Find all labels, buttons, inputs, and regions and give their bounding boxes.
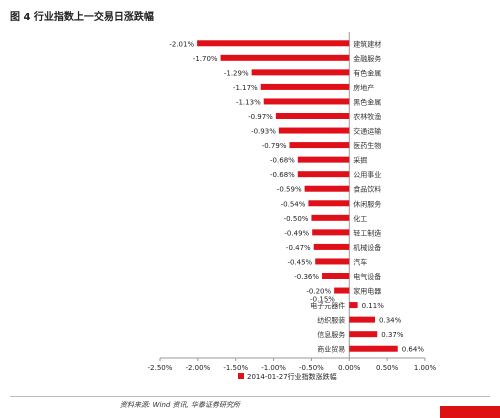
source-note: 资料来源: Wind 资讯, 华泰证券研究所 — [120, 401, 241, 409]
bar — [312, 229, 350, 236]
category-label: 汽车 — [353, 257, 367, 266]
corner-accent-bar — [440, 406, 500, 418]
data-label: -0.68% — [270, 157, 295, 165]
category-label: 休闲服务 — [353, 199, 381, 208]
category-label: 采掘 — [353, 156, 367, 165]
category-label: 信息服务 — [317, 330, 345, 339]
x-tick-label: 0.00% — [338, 364, 361, 372]
bar — [349, 316, 376, 323]
bar — [278, 127, 350, 134]
data-label: -1.13% — [236, 98, 261, 106]
bar — [289, 142, 350, 149]
x-tick-label: 0.50% — [376, 364, 399, 372]
category-label: 房地产 — [353, 83, 374, 92]
bar — [220, 54, 350, 61]
data-label: -0.20% — [306, 288, 331, 296]
data-label: -0.79% — [262, 142, 287, 150]
x-tick-label: -2.50% — [148, 364, 173, 372]
bar — [315, 258, 350, 265]
data-label: 0.64% — [402, 346, 425, 354]
data-label: -1.17% — [233, 84, 258, 92]
x-tick-label: 1.00% — [414, 364, 437, 372]
data-label: 0.34% — [379, 317, 402, 325]
data-label: -0.50% — [284, 215, 309, 223]
data-label: -1.70% — [193, 55, 218, 63]
category-label: 电气设备 — [353, 272, 381, 281]
bar — [311, 214, 350, 221]
bar — [308, 200, 350, 207]
bar — [297, 156, 350, 163]
bar — [263, 98, 350, 105]
category-label: 商业贸易 — [317, 345, 345, 354]
category-label: 黑色金属 — [353, 97, 381, 106]
category-label: 农林牧渔 — [353, 112, 381, 121]
data-label-extra: -0.15% — [310, 296, 335, 304]
data-label: -0.59% — [277, 186, 302, 194]
data-label: -0.97% — [248, 113, 273, 121]
category-label: 电子元器件 — [310, 301, 345, 310]
category-label: 家用电器 — [353, 287, 381, 296]
bar — [349, 331, 378, 338]
category-label: 金融服务 — [353, 54, 381, 63]
data-label: -0.93% — [251, 128, 276, 136]
category-label: 化工 — [353, 214, 367, 223]
data-label: -2.01% — [169, 40, 194, 48]
category-label: 机械设备 — [353, 243, 381, 252]
category-label: 建筑建材 — [353, 39, 381, 48]
category-label: 食品饮料 — [353, 185, 381, 194]
x-tick-label: -0.50% — [299, 364, 324, 372]
category-label: 纺织服装 — [317, 316, 345, 325]
data-label: -0.47% — [286, 244, 311, 252]
category-label: 医药生物 — [353, 141, 381, 150]
bar — [297, 171, 350, 178]
data-label: 0.11% — [362, 302, 385, 310]
bar — [313, 243, 350, 250]
category-label: 有色金属 — [353, 68, 381, 77]
legend-swatch — [238, 373, 244, 379]
data-label: -0.45% — [287, 258, 312, 266]
legend-label: 2014-01-27行业指数涨跌幅 — [247, 372, 337, 381]
data-label: -0.68% — [270, 171, 295, 179]
category-label: 交通运输 — [353, 127, 381, 136]
category-label: 轻工制造 — [353, 228, 381, 237]
bar — [304, 185, 350, 192]
data-label: -0.54% — [281, 200, 306, 208]
figure-title: 图 4 行业指数上一交易日涨跌幅 — [10, 12, 154, 23]
data-label: 0.37% — [381, 331, 404, 339]
data-label: -0.36% — [294, 273, 319, 281]
bar — [334, 287, 350, 294]
data-label: -1.29% — [224, 69, 249, 77]
category-label: 公用事业 — [353, 170, 381, 179]
data-label: -0.49% — [284, 229, 309, 237]
bar — [251, 69, 350, 76]
bottom-divider — [10, 396, 490, 397]
x-tick-label: -1.50% — [223, 364, 248, 372]
bar — [275, 113, 350, 119]
bar — [349, 302, 358, 309]
bar — [322, 273, 350, 279]
bar — [197, 40, 350, 47]
bar — [260, 83, 350, 90]
x-tick-label: -2.00% — [185, 364, 210, 372]
x-tick-label: -1.00% — [261, 364, 286, 372]
bar — [349, 345, 398, 352]
